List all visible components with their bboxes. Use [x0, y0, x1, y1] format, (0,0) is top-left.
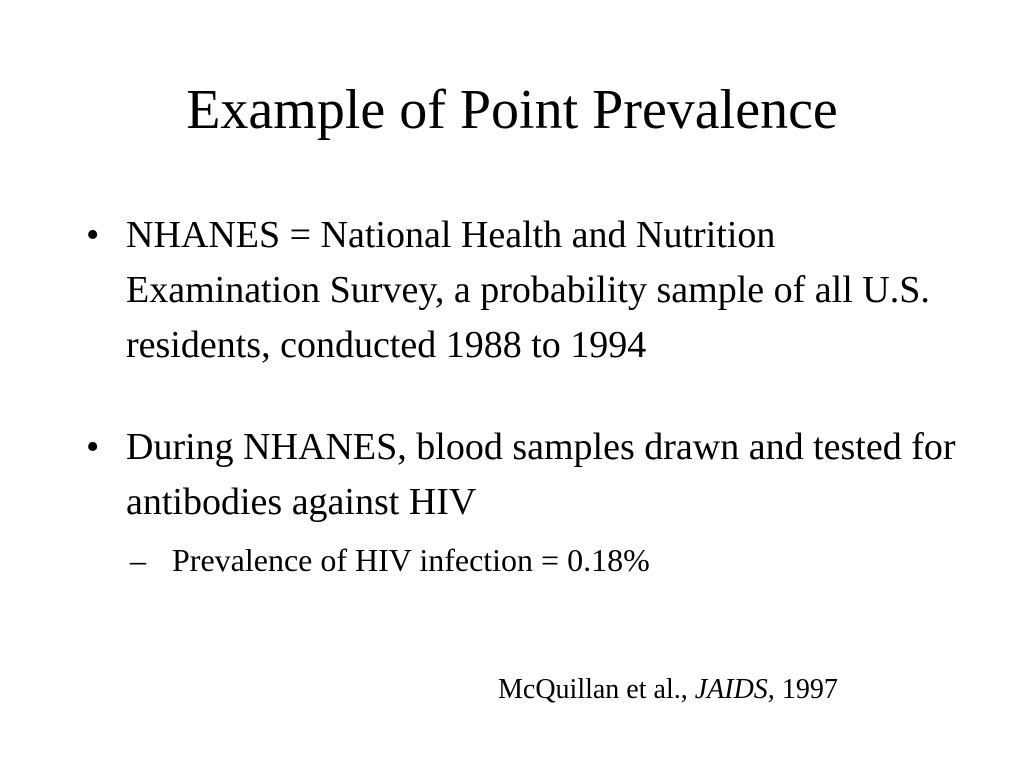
citation-year: 1997 [774, 674, 838, 705]
bullet-item-blood-samples: • During NHANES, blood samples drawn and… [86, 420, 966, 582]
bullet-text: NHANES = National Health and Nutrition E… [126, 214, 930, 366]
sub-bullet-item-prevalence: – Prevalence of HIV infection = 0.18% [130, 538, 966, 582]
citation-journal: JAIDS, [694, 674, 775, 705]
slide-title: Example of Point Prevalence [186, 79, 838, 141]
bullet-item-nhanes-definition: • NHANES = National Health and Nutrition… [86, 208, 966, 373]
bullet-text: During NHANES, blood samples drawn and t… [126, 426, 956, 523]
bullet-list: • NHANES = National Health and Nutrition… [86, 208, 966, 582]
sub-bullet-marker: – [130, 542, 146, 578]
citation: McQuillan et al., JAIDS, 1997 [498, 670, 838, 710]
sub-bullet-list: – Prevalence of HIV infection = 0.18% [126, 538, 966, 582]
citation-authors: McQuillan et al., [498, 674, 695, 705]
sub-bullet-text: Prevalence of HIV infection = 0.18% [172, 542, 650, 578]
bullet-marker: • [86, 214, 100, 256]
bullet-marker: • [86, 426, 100, 468]
